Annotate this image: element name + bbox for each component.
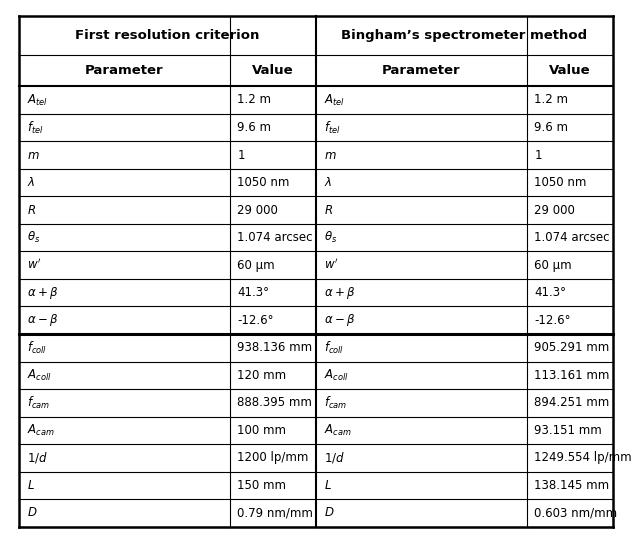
Text: $A_{cam}$: $A_{cam}$ <box>324 423 351 438</box>
Text: $\alpha - \beta$: $\alpha - \beta$ <box>27 312 58 328</box>
Text: 150 mm: 150 mm <box>238 479 286 492</box>
Text: -12.6°: -12.6° <box>238 314 274 327</box>
Text: 93.151 mm: 93.151 mm <box>535 424 602 437</box>
Text: 9.6 m: 9.6 m <box>535 121 568 134</box>
Text: 29 000: 29 000 <box>535 204 575 217</box>
Text: 60 μm: 60 μm <box>238 258 275 272</box>
Text: 1050 nm: 1050 nm <box>238 176 290 189</box>
Text: -12.6°: -12.6° <box>535 314 571 327</box>
Text: $f_{cam}$: $f_{cam}$ <box>324 395 347 411</box>
Text: $m$: $m$ <box>27 149 39 162</box>
Text: 1.074 arcsec: 1.074 arcsec <box>238 231 313 244</box>
Text: 905.291 mm: 905.291 mm <box>535 341 610 354</box>
Text: $A_{coll}$: $A_{coll}$ <box>324 368 348 383</box>
Text: $L$: $L$ <box>27 479 34 492</box>
Text: $R$: $R$ <box>27 204 35 217</box>
Text: First resolution criterion: First resolution criterion <box>75 29 260 42</box>
Text: 1.2 m: 1.2 m <box>535 93 568 106</box>
Text: 1050 nm: 1050 nm <box>535 176 587 189</box>
Text: 29 000: 29 000 <box>238 204 278 217</box>
Text: $D$: $D$ <box>324 507 334 520</box>
Text: 0.79 nm/mm: 0.79 nm/mm <box>238 507 313 520</box>
Text: $D$: $D$ <box>27 507 37 520</box>
Text: 1249.554 lp/mm: 1249.554 lp/mm <box>535 451 632 464</box>
Text: $A_{cam}$: $A_{cam}$ <box>27 423 54 438</box>
Text: $f_{cam}$: $f_{cam}$ <box>27 395 50 411</box>
Text: $1/d$: $1/d$ <box>27 450 47 465</box>
Text: 138.145 mm: 138.145 mm <box>535 479 610 492</box>
Text: $1/d$: $1/d$ <box>324 450 344 465</box>
Text: $m$: $m$ <box>324 149 336 162</box>
Text: 888.395 mm: 888.395 mm <box>238 396 312 409</box>
Text: 1: 1 <box>535 149 542 162</box>
Text: Bingham’s spectrometer method: Bingham’s spectrometer method <box>341 29 588 42</box>
Text: 100 mm: 100 mm <box>238 424 286 437</box>
Text: 120 mm: 120 mm <box>238 369 286 382</box>
Text: 113.161 mm: 113.161 mm <box>535 369 610 382</box>
Text: $\alpha + \beta$: $\alpha + \beta$ <box>27 285 58 301</box>
Text: 1.074 arcsec: 1.074 arcsec <box>535 231 610 244</box>
Text: 1200 lp/mm: 1200 lp/mm <box>238 451 309 464</box>
Text: $\alpha - \beta$: $\alpha - \beta$ <box>324 312 355 328</box>
Text: 41.3°: 41.3° <box>535 286 566 299</box>
Text: $\theta_{s}$: $\theta_{s}$ <box>324 230 337 245</box>
Text: $L$: $L$ <box>324 479 331 492</box>
Text: $A_{tel}$: $A_{tel}$ <box>324 92 345 108</box>
Text: 938.136 mm: 938.136 mm <box>238 341 313 354</box>
Text: $\theta_{s}$: $\theta_{s}$ <box>27 230 40 245</box>
Text: $w'$: $w'$ <box>27 258 41 273</box>
Text: 1.2 m: 1.2 m <box>238 93 271 106</box>
Text: $f_{tel}$: $f_{tel}$ <box>324 119 340 136</box>
Text: 60 μm: 60 μm <box>535 258 572 272</box>
Text: $\lambda$: $\lambda$ <box>27 176 35 189</box>
Text: Value: Value <box>252 64 294 77</box>
Text: $A_{coll}$: $A_{coll}$ <box>27 368 51 383</box>
Text: $\alpha + \beta$: $\alpha + \beta$ <box>324 285 355 301</box>
Text: 894.251 mm: 894.251 mm <box>535 396 610 409</box>
Text: Parameter: Parameter <box>382 64 461 77</box>
Text: Parameter: Parameter <box>85 64 164 77</box>
Text: 1: 1 <box>238 149 245 162</box>
Text: $R$: $R$ <box>324 204 332 217</box>
Text: 9.6 m: 9.6 m <box>238 121 271 134</box>
Text: $w'$: $w'$ <box>324 258 338 273</box>
Text: $f_{coll}$: $f_{coll}$ <box>27 340 47 356</box>
Text: $f_{tel}$: $f_{tel}$ <box>27 119 43 136</box>
Text: 0.603 nm/mm: 0.603 nm/mm <box>535 507 617 520</box>
Text: Value: Value <box>549 64 591 77</box>
Text: 41.3°: 41.3° <box>238 286 269 299</box>
Text: $\lambda$: $\lambda$ <box>324 176 332 189</box>
Text: $A_{tel}$: $A_{tel}$ <box>27 92 48 108</box>
Text: $f_{coll}$: $f_{coll}$ <box>324 340 344 356</box>
